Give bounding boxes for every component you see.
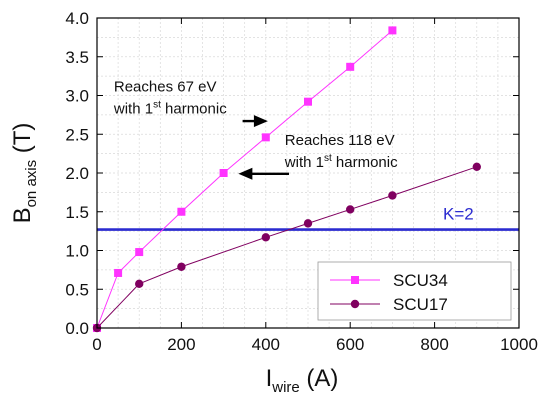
- y-axis-title-main: B: [9, 207, 36, 223]
- x-tick-label: 800: [420, 335, 448, 354]
- y-tick-label: 4.0: [65, 9, 89, 28]
- data-point-scu34: [388, 26, 397, 35]
- x-tick-label: 600: [336, 335, 364, 354]
- x-tick-label: 0: [92, 335, 101, 354]
- x-tick-label: 200: [167, 335, 195, 354]
- y-axis-title: Bon axis (T): [9, 123, 40, 224]
- data-point-scu17: [303, 219, 313, 228]
- data-point-scu17: [472, 162, 481, 171]
- y-axis-title-sub: on axis: [23, 160, 40, 208]
- y-tick-label: 3.0: [65, 87, 89, 106]
- data-point-scu34: [177, 207, 186, 216]
- x-axis-title-main: I: [266, 365, 273, 392]
- series-group: [92, 26, 481, 333]
- legend-scu17-label: SCU17: [393, 295, 448, 314]
- data-point-scu34: [135, 248, 144, 257]
- data-point-scu34: [219, 169, 228, 177]
- data-point-scu34: [261, 133, 270, 142]
- y-tick-label: 2.0: [65, 164, 89, 183]
- data-point-scu17: [261, 233, 270, 242]
- x-axis-title-unit: (A): [300, 365, 339, 392]
- x-tick-label: 1000: [500, 335, 538, 354]
- annotation-67ev-line2: with 1st harmonic: [113, 99, 227, 117]
- legend-scu34-marker: [351, 276, 359, 284]
- y-tick-label: 0.5: [65, 280, 89, 299]
- legend-box: [317, 261, 512, 321]
- legend-scu17-marker: [350, 299, 360, 309]
- y-axis-title-unit: (T): [9, 123, 36, 160]
- annotation-67ev-line1: Reaches 67 eV: [114, 79, 217, 96]
- annotation-67ev-arrowhead: [253, 115, 268, 128]
- data-point-scu17: [346, 205, 355, 214]
- y-tick-label: 3.5: [65, 48, 89, 67]
- reference-line-label: K=2: [443, 205, 474, 224]
- data-point-scu34: [304, 97, 312, 106]
- data-point-scu17: [388, 191, 397, 200]
- data-point-scu17: [177, 262, 186, 271]
- y-tick-label: 0.0: [65, 319, 89, 338]
- ticks: 0 200 400 600 800 1000 0.0 0.5 1.0 1.5 2.0 2.5 3.0 3.…: [65, 9, 538, 354]
- x-axis-title: Iwire (A): [266, 365, 339, 396]
- series-line-scu17: [96, 166, 477, 329]
- y-tick-label: 1.5: [65, 203, 89, 222]
- data-point-scu34: [114, 268, 123, 277]
- x-axis-title-sub: wire: [271, 379, 300, 396]
- legend-scu34-label: SCU34: [393, 271, 448, 290]
- data-point-scu34: [346, 62, 355, 71]
- annotation-118ev-arrowhead: [238, 167, 253, 180]
- annotation-118ev: Reaches 118 eV with 1st harmonic: [238, 132, 398, 180]
- annotation-118ev-line1: Reaches 118 eV: [285, 132, 395, 149]
- annotation-118ev-line2: with 1st harmonic: [284, 153, 398, 171]
- legend: SCU34 SCU17: [317, 261, 512, 321]
- y-tick-label: 1.0: [65, 242, 89, 261]
- annotation-67ev: Reaches 67 eV with 1st harmonic: [113, 79, 268, 128]
- data-point-scu17: [135, 279, 144, 289]
- x-tick-label: 400: [252, 335, 280, 354]
- y-tick-label: 2.5: [65, 125, 89, 144]
